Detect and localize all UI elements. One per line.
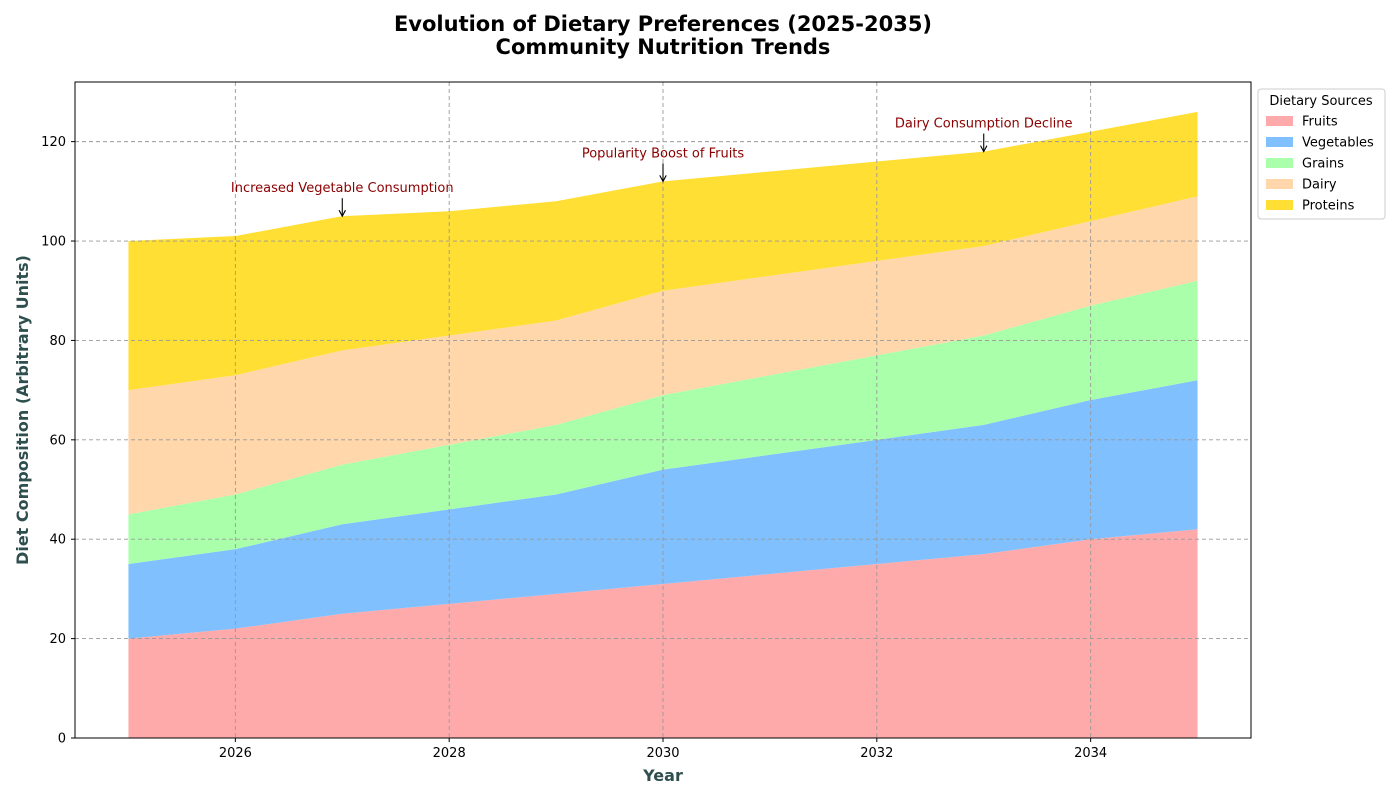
y-tick-label: 60 — [49, 433, 66, 448]
legend-label-grains: Grains — [1302, 157, 1344, 172]
x-tick-label: 2030 — [646, 746, 679, 761]
x-tick-label: 2034 — [1074, 746, 1107, 761]
legend-swatch-fruits — [1266, 116, 1293, 126]
legend-label-fruits: Fruits — [1302, 115, 1338, 130]
legend-items: Fruits Vegetables Grains Dairy Proteins — [1266, 115, 1374, 214]
legend-swatch-dairy — [1266, 179, 1293, 189]
annotation-label: Dairy Consumption Decline — [895, 117, 1073, 132]
y-tick-label: 0 — [58, 732, 66, 747]
legend-label-dairy: Dairy — [1302, 178, 1337, 193]
legend-swatch-proteins — [1266, 200, 1293, 210]
legend-swatch-grains — [1266, 158, 1293, 168]
legend: Dietary Sources Fruits Vegetables Grains Da… — [1257, 88, 1386, 220]
legend-label-proteins: Proteins — [1302, 199, 1355, 214]
area-fruits — [128, 529, 1198, 738]
y-tick-label: 120 — [41, 135, 66, 150]
chart-subtitle: Community Nutrition Trends — [496, 35, 831, 59]
y-tick-label: 40 — [49, 533, 66, 548]
grid-layer — [75, 82, 1251, 739]
y-tick-label: 100 — [41, 235, 66, 250]
legend-swatch-vegetables — [1266, 137, 1293, 147]
x-tick-label: 2028 — [433, 746, 466, 761]
legend-title: Dietary Sources — [1269, 94, 1373, 109]
y-tick-label: 80 — [49, 334, 66, 349]
y-axis-label: Diet Composition (Arbitrary Units) — [13, 255, 32, 565]
y-tick-label: 20 — [49, 632, 66, 647]
legend-label-vegetables: Vegetables — [1302, 136, 1374, 151]
x-tick-label: 2032 — [860, 746, 893, 761]
ticks-layer: 2026 2028 2030 2032 2034 0 20 40 60 80 100 120 — [41, 135, 1107, 761]
annotation-arrowhead — [338, 209, 346, 218]
annotations-layer: Increased Vegetable Consumption Popularit… — [231, 117, 1073, 218]
x-tick-label: 2026 — [219, 746, 252, 761]
annotation-arrowhead — [659, 175, 667, 183]
annotation-arrowhead — [980, 145, 988, 153]
annotation-label: Popularity Boost of Fruits — [582, 146, 745, 161]
x-axis-label: Year — [642, 766, 683, 785]
annotation-label: Increased Vegetable Consumption — [231, 181, 454, 196]
chart-title: Evolution of Dietary Preferences (2025-2… — [394, 12, 932, 36]
area-grains — [128, 280, 1198, 565]
